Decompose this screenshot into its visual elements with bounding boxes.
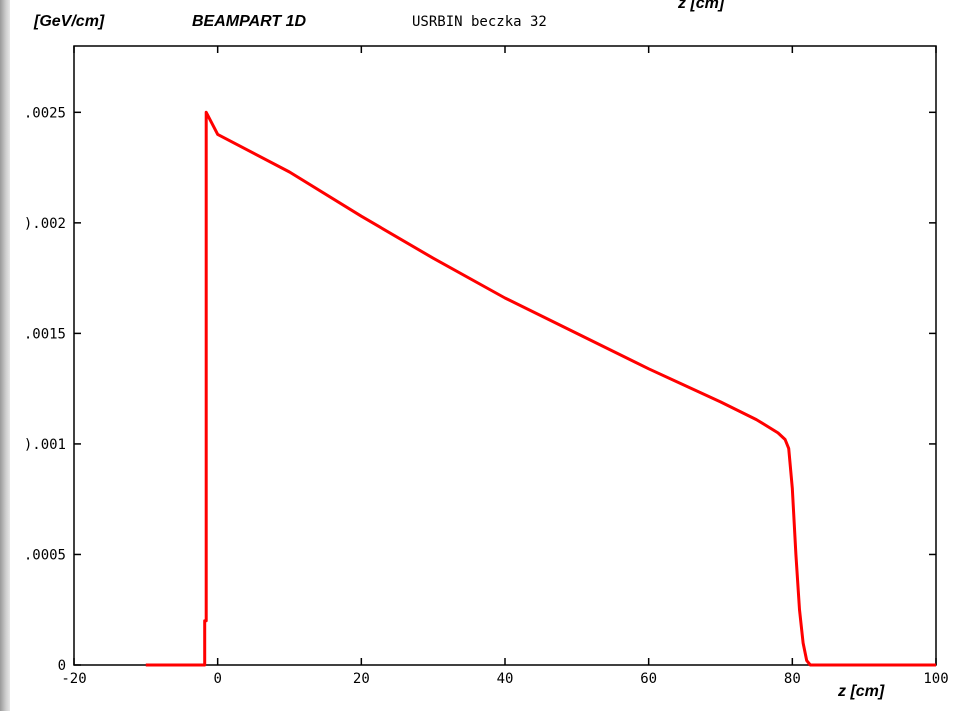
x-tick-label: 20	[353, 671, 370, 687]
top-clipped-axis-label: z [cm]	[677, 0, 725, 12]
y-tick-label: 0	[58, 658, 66, 674]
plot-frame	[73, 45, 937, 666]
chart-subtitle: USRBIN beczka 32	[412, 14, 547, 30]
y-tick-label: .0015	[24, 326, 66, 342]
y-tick-label: ).001	[24, 437, 66, 453]
y-axis-ticks	[74, 111, 936, 666]
x-axis-label: z [cm]	[837, 683, 885, 700]
series-line	[145, 110, 936, 667]
chart-title: BEAMPART 1D	[192, 13, 307, 30]
x-axis-tick-labels: -20 0 20 40 60 80 100	[61, 671, 948, 687]
y-axis-tick-labels: 0 .0005 ).001 .0015 ).002 .0025	[24, 105, 66, 674]
left-edge-strip	[0, 0, 10, 711]
x-tick-label: 40	[497, 671, 514, 687]
x-tick-label: 0	[213, 671, 221, 687]
x-tick-label: 100	[923, 671, 948, 687]
y-tick-label: .0005	[24, 547, 66, 563]
y-axis-label: [GeV/cm]	[33, 13, 105, 30]
x-axis-ticks	[73, 46, 937, 665]
x-tick-label: 80	[784, 671, 801, 687]
x-tick-label: -20	[61, 671, 86, 687]
y-tick-label: ).002	[24, 216, 66, 232]
x-tick-label: 60	[640, 671, 657, 687]
y-tick-label: .0025	[24, 105, 66, 121]
